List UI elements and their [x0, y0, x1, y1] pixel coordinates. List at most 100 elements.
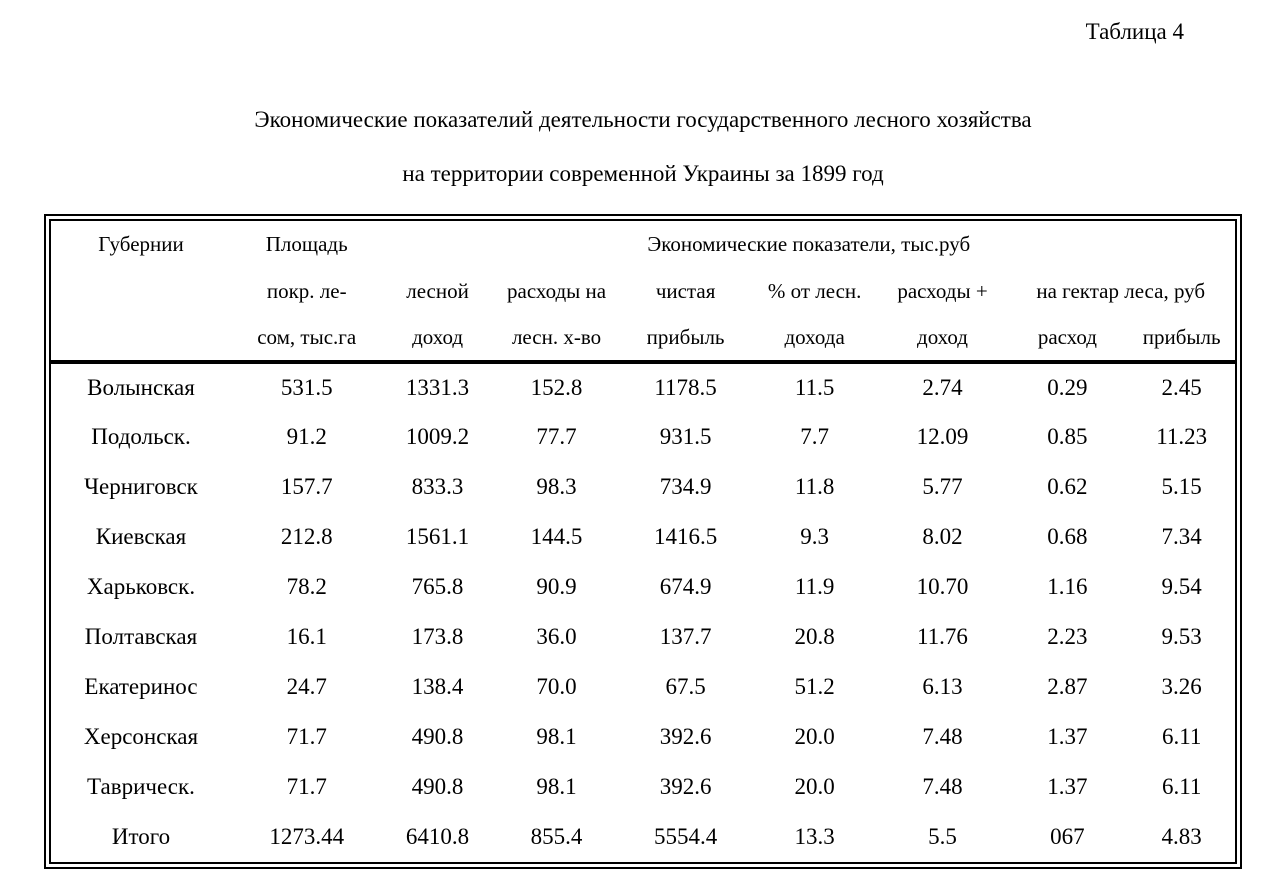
- value-cell: 490.8: [411, 724, 464, 749]
- value-cell: 20.0: [794, 724, 835, 749]
- value-cell: 6.11: [1161, 724, 1202, 749]
- value-cell: 1331.3: [405, 375, 470, 400]
- value-cell: 51.2: [794, 674, 835, 699]
- header-per-hectare-profit: прибыль: [1128, 315, 1235, 364]
- document-title-line1: Экономические показателий деятельности г…: [254, 107, 1032, 132]
- table-number-label: Таблица 4: [1085, 19, 1184, 44]
- value-cell: 77.7: [536, 424, 577, 449]
- header-row-2: покр. ле- лесной расходы на чистая % от …: [51, 268, 1235, 315]
- value-cell: 0.68: [1047, 524, 1088, 549]
- value-cell: 71.7: [286, 774, 327, 799]
- header-pct-of-income-line1: % от лесн.: [767, 279, 862, 303]
- value-cell: 212.8: [280, 524, 333, 549]
- value-cell: 9.53: [1161, 624, 1202, 649]
- value-cell: 1273.44: [269, 824, 345, 849]
- value-cell: 98.1: [536, 724, 577, 749]
- header-econ-group: Экономические показатели, тыс.руб: [647, 232, 971, 256]
- header-row-1: Губернии Площадь Экономические показател…: [51, 221, 1235, 268]
- value-cell: 98.3: [536, 474, 577, 499]
- header-empty-cell: [51, 268, 231, 315]
- value-cell: 833.3: [411, 474, 464, 499]
- table-row: Таврическ. 71.7 490.8 98.1 392.6 20.0 7.48 1.37…: [51, 762, 1235, 812]
- value-cell: 2.87: [1047, 674, 1088, 699]
- table-row: Волынская 531.5 1331.3 152.8 1178.5 11.5 2.74 0…: [51, 362, 1235, 412]
- table-body: Волынская 531.5 1331.3 152.8 1178.5 11.5 2.74 0…: [51, 362, 1235, 862]
- row-label-cell: Екатеринос: [84, 674, 198, 699]
- value-cell: 20.8: [794, 624, 835, 649]
- value-cell: 674.9: [659, 574, 712, 599]
- value-cell: 11.76: [917, 624, 968, 649]
- table-row: Черниговск 157.7 833.3 98.3 734.9 11.8 5.77 0.6…: [51, 462, 1235, 512]
- value-cell: 90.9: [536, 574, 577, 599]
- value-cell: 5554.4: [653, 824, 718, 849]
- value-cell: 11.9: [794, 574, 835, 599]
- value-cell: 1.37: [1047, 774, 1088, 799]
- header-gubernii: Губернии: [98, 232, 184, 256]
- value-cell: 1009.2: [405, 424, 470, 449]
- value-cell: 137.7: [659, 624, 712, 649]
- value-cell: 67.5: [665, 674, 706, 699]
- table-header: Губернии Площадь Экономические показател…: [51, 221, 1235, 364]
- header-per-hectare-expense: расход: [1006, 315, 1129, 364]
- value-cell: 157.7: [280, 474, 333, 499]
- header-net-profit-line1: чистая: [655, 279, 716, 303]
- row-label-cell: Черниговск: [84, 474, 198, 499]
- value-cell: 9.54: [1161, 574, 1202, 599]
- table-row: Подольск. 91.2 1009.2 77.7 931.5 7.7 12.09 0.85…: [51, 412, 1235, 462]
- value-cell: 7.34: [1161, 524, 1202, 549]
- row-label-cell: Волынская: [87, 375, 195, 400]
- value-cell: 11.5: [794, 375, 835, 400]
- value-cell: 1416.5: [653, 524, 718, 549]
- value-cell: 490.8: [411, 774, 464, 799]
- header-expense-plus-income-line2: доход: [878, 315, 1007, 364]
- economic-indicators-table: Губернии Площадь Экономические показател…: [51, 221, 1235, 862]
- row-label-cell: Подольск.: [91, 424, 191, 449]
- value-cell: 765.8: [411, 574, 464, 599]
- value-cell: 0.85: [1047, 424, 1088, 449]
- header-area-line3: сом, тыс.га: [230, 315, 383, 364]
- value-cell: 173.8: [411, 624, 464, 649]
- value-cell: 1.37: [1047, 724, 1088, 749]
- value-cell: 152.8: [530, 375, 583, 400]
- table-row: Киевская 212.8 1561.1 144.5 1416.5 9.3 8.02 0.6…: [51, 512, 1235, 562]
- value-cell: 138.4: [411, 674, 464, 699]
- document-title-line2: на территории современной Украины за 189…: [402, 161, 884, 186]
- table-row: Екатеринос 24.7 138.4 70.0 67.5 51.2 6.13 2.87 3…: [51, 662, 1235, 712]
- value-cell: 78.2: [286, 574, 327, 599]
- value-cell: 6.11: [1161, 774, 1202, 799]
- header-forestry-expense-line2: лесн. х-во: [492, 315, 621, 364]
- header-expense-plus-income-line1: расходы +: [897, 279, 988, 303]
- value-cell: 10.70: [916, 574, 969, 599]
- value-cell: 13.3: [794, 824, 835, 849]
- value-cell: 2.45: [1161, 375, 1202, 400]
- value-cell: 144.5: [530, 524, 583, 549]
- row-label-cell: Херсонская: [83, 724, 199, 749]
- value-cell: 70.0: [536, 674, 577, 699]
- table-row: Полтавская 16.1 173.8 36.0 137.7 20.8 11.76 2.2…: [51, 612, 1235, 662]
- table-outer-border: Губернии Площадь Экономические показател…: [44, 214, 1242, 869]
- value-cell: 16.1: [286, 624, 327, 649]
- value-cell: 8.02: [922, 524, 963, 549]
- table-row: Харьковск. 78.2 765.8 90.9 674.9 11.9 10.70 1.1…: [51, 562, 1235, 612]
- header-forestry-expense-line1: расходы на: [507, 279, 607, 303]
- value-cell: 36.0: [536, 624, 577, 649]
- value-cell: 12.09: [916, 424, 969, 449]
- value-cell: 6.13: [922, 674, 963, 699]
- value-cell: 5.15: [1161, 474, 1202, 499]
- row-label-cell: Таврическ.: [87, 774, 195, 799]
- value-cell: 5.5: [928, 824, 957, 849]
- value-cell: 1.16: [1047, 574, 1088, 599]
- value-cell: 7.48: [922, 774, 963, 799]
- value-cell: 4.83: [1161, 824, 1202, 849]
- header-area-line2: покр. ле-: [266, 279, 347, 303]
- header-row-3: сом, тыс.га доход лесн. х-во прибыль дох…: [51, 315, 1235, 364]
- value-cell: 20.0: [794, 774, 835, 799]
- value-cell: 931.5: [659, 424, 712, 449]
- table-row: Херсонская 71.7 490.8 98.1 392.6 20.0 7.48 1.37…: [51, 712, 1235, 762]
- value-cell: 392.6: [659, 724, 712, 749]
- value-cell: 24.7: [286, 674, 327, 699]
- value-cell: 71.7: [286, 724, 327, 749]
- header-pct-of-income-line2: дохода: [750, 315, 879, 364]
- value-cell: 9.3: [800, 524, 829, 549]
